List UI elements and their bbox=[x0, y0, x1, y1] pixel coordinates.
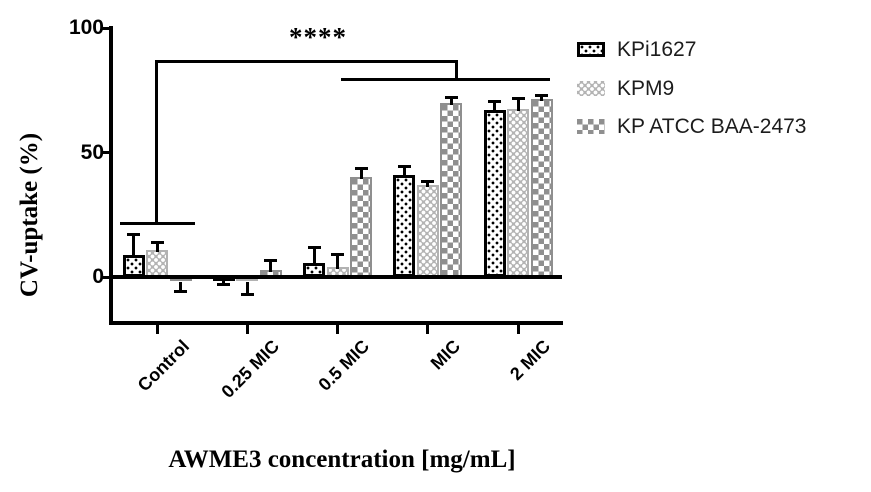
error-bar-line bbox=[245, 281, 249, 295]
x-axis-title: AWME3 concentration [mg/mL] bbox=[168, 446, 516, 473]
bar-KPi1627-2-MIC bbox=[483, 110, 506, 277]
y-axis-tick-label: 0 bbox=[92, 265, 104, 288]
error-bar-cap bbox=[511, 97, 525, 101]
y-axis-title: CV-uptake (%) bbox=[16, 132, 43, 298]
error-bar-line bbox=[132, 234, 135, 257]
bar-KPM9-Control bbox=[146, 249, 168, 277]
error-bar-line bbox=[426, 181, 430, 187]
error-bar-line bbox=[540, 95, 543, 101]
error-bar-cap bbox=[488, 99, 501, 103]
x-axis-category-label: 2 MIC bbox=[506, 336, 555, 385]
error-bar-cap bbox=[397, 164, 411, 168]
x-axis-tick bbox=[426, 325, 430, 334]
bar-KP-ATCC-BAA-2473-2-MIC bbox=[530, 98, 553, 277]
error-bar-cap bbox=[331, 253, 344, 257]
x-axis-zero-line bbox=[111, 275, 562, 279]
significance-bracket-treated-span bbox=[341, 78, 550, 81]
error-bar-line bbox=[155, 242, 159, 252]
x-axis-tick bbox=[516, 325, 520, 334]
error-bar-line bbox=[222, 277, 226, 285]
error-bar-cap bbox=[217, 282, 231, 286]
significance-bracket-drop bbox=[455, 60, 458, 81]
significance-stars: **** bbox=[289, 22, 347, 52]
significance-bracket-riser bbox=[155, 60, 158, 225]
error-bar-line bbox=[336, 254, 339, 270]
legend-swatch-atcc-pattern-icon bbox=[577, 119, 605, 134]
x-axis-tick bbox=[336, 325, 339, 334]
bar-KP-ATCC-BAA-2473-MIC bbox=[440, 102, 463, 277]
y-axis-tick bbox=[102, 151, 111, 154]
x-axis-category-label: Control bbox=[133, 336, 194, 396]
error-bar-line bbox=[312, 247, 316, 266]
error-bar-line bbox=[359, 168, 363, 180]
error-bar-cap bbox=[535, 93, 548, 97]
error-bar-line bbox=[516, 98, 520, 111]
bar-KPi1627-Control bbox=[122, 254, 145, 277]
error-bar-cap bbox=[174, 290, 187, 294]
x-axis-category-label: 0.5 MIC bbox=[314, 336, 374, 395]
bar-KP-ATCC-BAA-2473-0.5-MIC bbox=[350, 177, 372, 277]
bar-KPi1627-MIC bbox=[393, 174, 416, 277]
error-bar-cap bbox=[444, 96, 458, 100]
error-bar-line bbox=[179, 281, 182, 292]
y-axis-tick-label: 50 bbox=[80, 140, 104, 164]
y-axis-line bbox=[109, 26, 113, 325]
legend-label: KPM9 bbox=[617, 76, 675, 100]
x-axis-category-label: 0.25 MIC bbox=[217, 336, 284, 402]
error-bar-cap bbox=[421, 179, 435, 183]
y-axis-tick bbox=[102, 26, 111, 30]
bar-KPM9-2-MIC bbox=[507, 108, 529, 277]
x-axis-tick bbox=[245, 325, 249, 334]
error-bar-cap bbox=[240, 292, 254, 296]
x-axis-category-label: MIC bbox=[426, 336, 464, 374]
y-axis-tick-label: 100 bbox=[68, 16, 104, 39]
significance-bracket-top bbox=[155, 60, 458, 63]
error-bar-cap bbox=[150, 240, 164, 244]
legend-label: KP ATCC BAA-2473 bbox=[617, 115, 807, 138]
error-bar-cap bbox=[307, 245, 321, 249]
error-bar-cap bbox=[264, 259, 278, 263]
error-bar-cap bbox=[127, 233, 140, 237]
error-bar-line bbox=[402, 166, 406, 177]
x-axis-tick bbox=[155, 325, 159, 334]
error-bar-line bbox=[449, 97, 453, 105]
legend-swatch-kpm9-pattern-icon bbox=[577, 80, 605, 96]
error-bar-line bbox=[493, 101, 496, 113]
x-axis-bottom-frame bbox=[111, 321, 563, 325]
bar-KPM9-MIC bbox=[416, 184, 439, 277]
y-axis-tick bbox=[102, 275, 111, 279]
legend-swatch-kpi-pattern-icon bbox=[577, 42, 605, 57]
error-bar-line bbox=[269, 260, 273, 272]
error-bar-cap bbox=[354, 167, 368, 171]
legend-label: KPi1627 bbox=[617, 38, 697, 61]
